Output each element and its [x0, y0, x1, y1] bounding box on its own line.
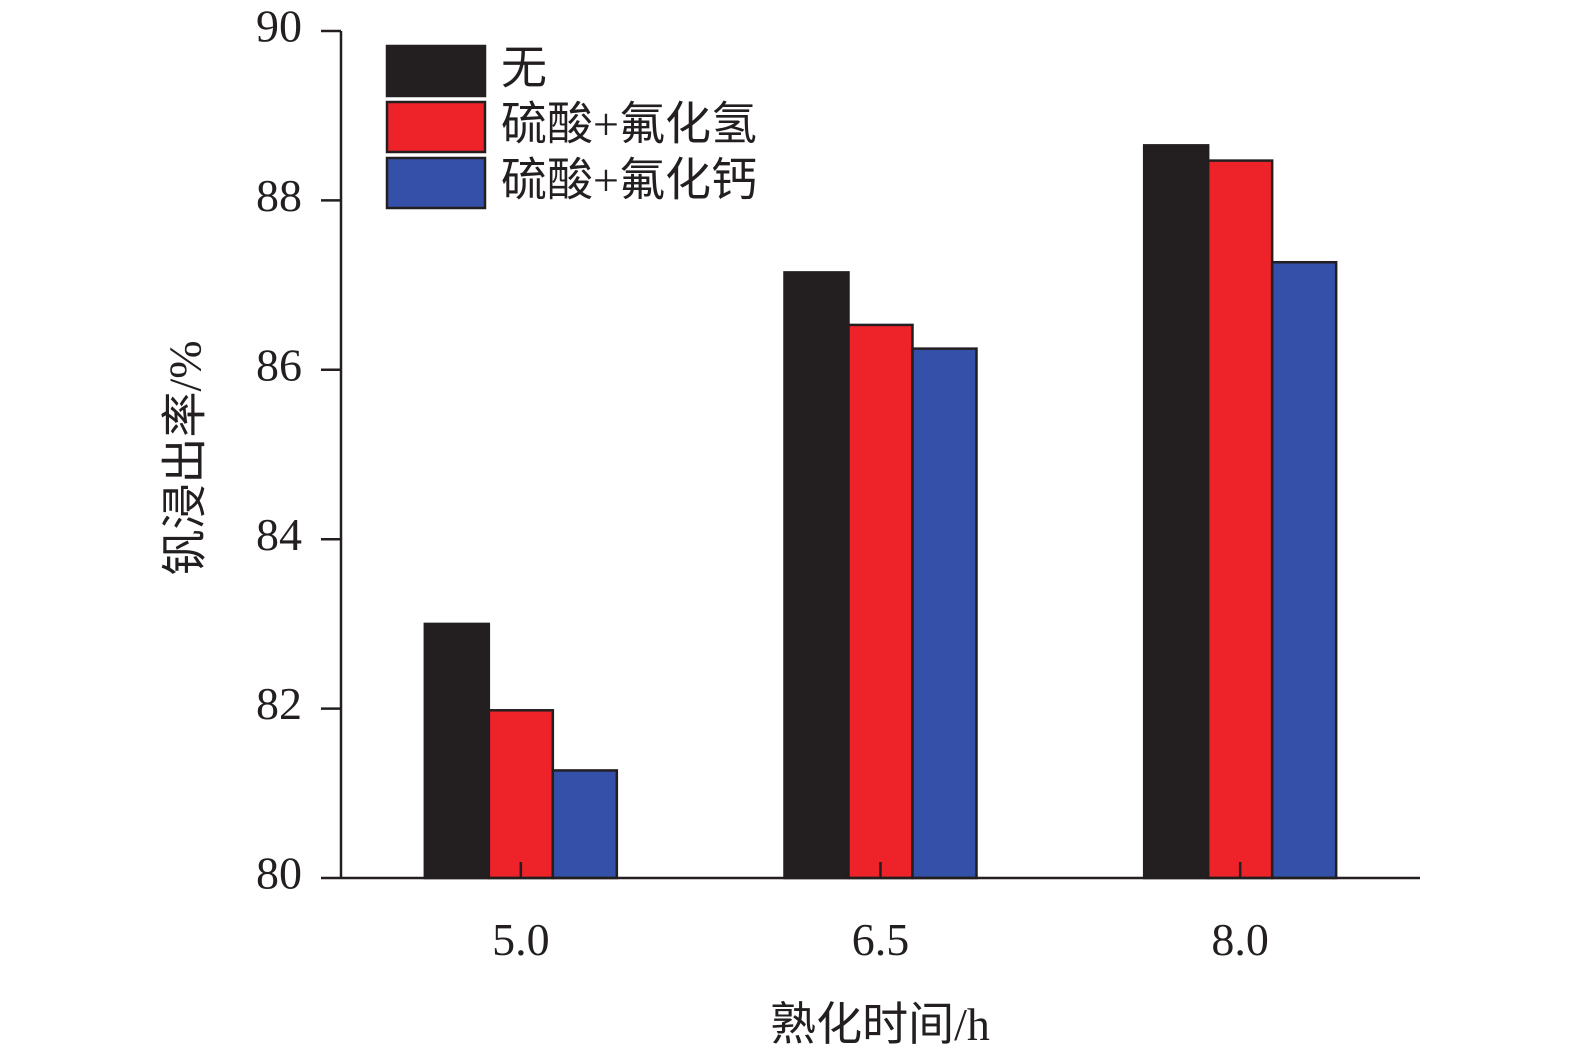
bar-3-8.0: [1270, 260, 1338, 880]
bar-2-8.0: [1206, 159, 1274, 880]
bar-2-6.5: [847, 323, 914, 880]
legend-swatch-2: [385, 100, 487, 154]
y-tick-label: 80: [256, 848, 302, 899]
legend-label-3: 硫酸+氟化钙: [501, 155, 757, 206]
axes-layer: 5.0 6.5 8.0 80 82 84 86 88 90: [256, 1, 1420, 965]
bar-3-6.5: [911, 347, 978, 880]
x-tick-label: 8.0: [1211, 914, 1269, 965]
legend-label-2: 硫酸+氟化氢: [501, 99, 757, 150]
legend-swatch-3: [385, 156, 487, 210]
legend-label-1: 无: [501, 43, 547, 94]
legend-swatch-1: [385, 44, 487, 98]
y-tick-label: 88: [256, 170, 302, 221]
bar-1-8.0: [1142, 144, 1210, 880]
y-tick-label: 90: [256, 1, 302, 52]
y-axis-label: 钒浸出率/%: [160, 340, 211, 575]
x-axis-label: 熟化时间/h: [770, 999, 990, 1050]
bar-1-5.0: [423, 622, 491, 880]
x-tick-label: 5.0: [492, 914, 550, 965]
bar-2-5.0: [487, 709, 555, 880]
y-tick-label: 84: [256, 509, 302, 560]
x-tick-label: 6.5: [852, 914, 910, 965]
bars-layer: [423, 144, 1338, 880]
y-tick-label: 86: [256, 339, 302, 390]
bar-1-6.5: [783, 271, 850, 880]
y-tick-label: 82: [256, 678, 302, 729]
bar-3-5.0: [551, 769, 619, 880]
